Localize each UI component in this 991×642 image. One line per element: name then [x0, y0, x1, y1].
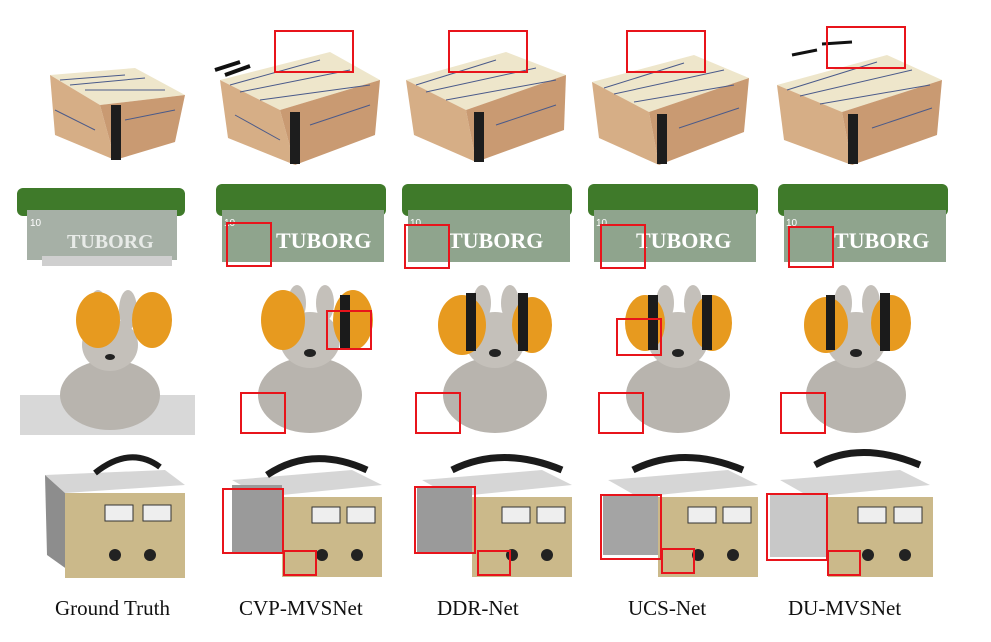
device-cvp-mvsnet [222, 445, 397, 585]
bunny-du-mvsnet [776, 285, 951, 435]
label-du-mvsnet: DU-MVSNet [788, 596, 902, 620]
device-ucs-net [598, 445, 773, 585]
beer-small-text: 10 [410, 218, 422, 229]
highlight-box-ucs [626, 30, 706, 73]
box-ground-truth [25, 30, 200, 170]
beer-brand-text: TUBORG [448, 228, 543, 253]
label-ground-truth: Ground Truth [55, 596, 170, 620]
highlight-device-cvp-side [222, 488, 284, 554]
highlight-box-cvp [274, 30, 354, 73]
label-cvp-mvsnet: CVP-MVSNet [239, 596, 363, 620]
highlight-device-ucs-base [661, 548, 695, 574]
highlight-device-ddr-side [414, 486, 476, 554]
beer-brand-text: TUBORG [67, 231, 154, 253]
highlight-device-du-base [827, 550, 861, 576]
label-ddr-net: DDR-Net [437, 596, 519, 620]
box-du-mvsnet [772, 30, 947, 170]
beer-du-mvsnet: 10 TUBORG [776, 178, 951, 273]
highlight-beer-ucs [600, 224, 646, 269]
highlight-beer-du [788, 226, 834, 268]
highlight-bunny-du-base [780, 392, 826, 434]
beer-cvp-mvsnet: 10 TUBORG [214, 178, 389, 273]
highlight-device-cvp-base [283, 550, 317, 576]
highlight-box-ddr [448, 30, 528, 73]
highlight-device-ddr-base [477, 550, 511, 576]
highlight-box-du [826, 26, 906, 69]
beer-brand-text: TUBORG [636, 228, 731, 253]
device-ddr-net [412, 445, 587, 585]
box-ucs-net [584, 30, 759, 170]
highlight-beer-cvp [226, 222, 272, 267]
bunny-ground-truth [20, 285, 195, 435]
beer-ucs-net: 10 TUBORG [586, 178, 761, 273]
beer-small-text: 10 [30, 218, 42, 229]
highlight-beer-ddr [404, 224, 450, 269]
device-du-mvsnet [770, 445, 945, 585]
bunny-ucs-net [590, 285, 765, 435]
beer-brand-text: TUBORG [276, 228, 371, 253]
highlight-bunny-cvp-base [240, 392, 286, 434]
beer-brand-text: TUBORG [834, 228, 929, 253]
highlight-device-du-side [766, 493, 828, 561]
bunny-ddr-net [400, 285, 575, 435]
beer-small-text: 10 [596, 218, 608, 229]
device-ground-truth [35, 445, 210, 585]
box-cvp-mvsnet [210, 30, 385, 170]
highlight-bunny-ddr-base [415, 392, 461, 434]
highlight-device-ucs-side [600, 494, 662, 560]
label-ucs-net: UCS-Net [628, 596, 707, 620]
beer-ground-truth: 10 TUBORG [12, 178, 187, 273]
beer-small-text: 10 [786, 218, 798, 229]
beer-ddr-net: 10 TUBORG [400, 178, 575, 273]
highlight-bunny-ucs-base [598, 392, 644, 434]
highlight-bunny-ucs-ear [616, 318, 662, 356]
highlight-bunny-cvp-ear [326, 310, 372, 350]
